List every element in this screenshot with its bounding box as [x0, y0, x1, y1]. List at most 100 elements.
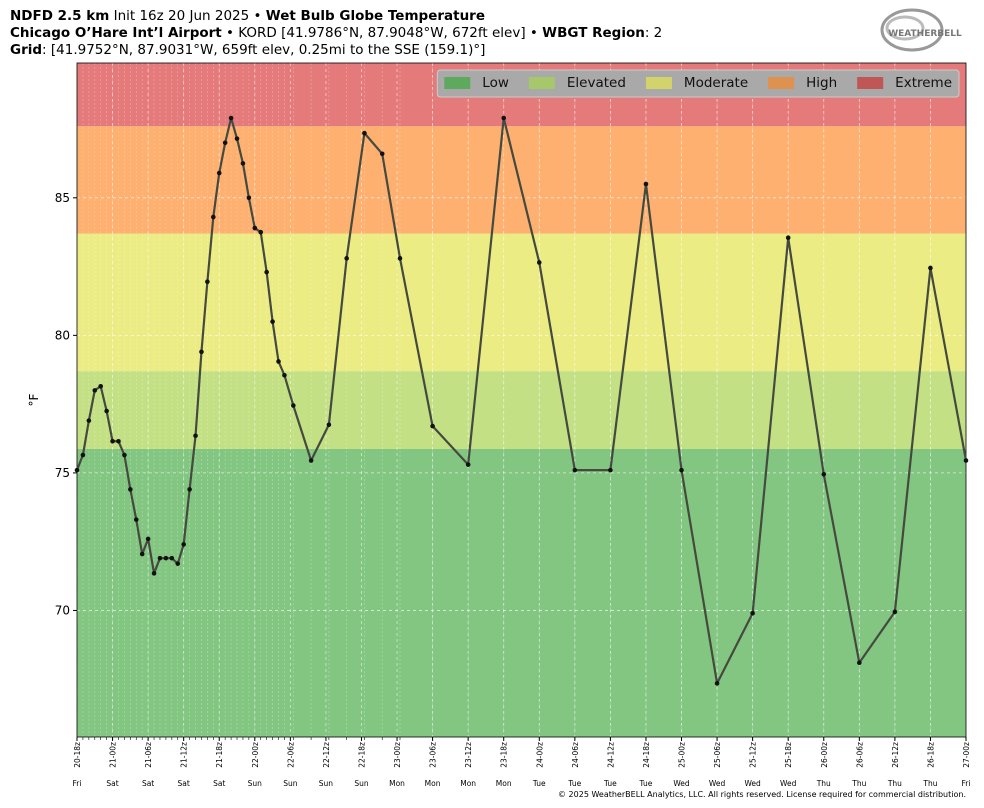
y-tick-label: 80 — [55, 328, 70, 342]
x-tick-label: 23-00z — [393, 742, 402, 768]
title-line: NDFD 2.5 km Init 16z 20 Jun 2025 • Wet B… — [10, 8, 485, 24]
legend-swatch — [444, 77, 471, 89]
data-point — [821, 471, 827, 477]
title-part: : [41.9752°N, 87.9031°W, 659ft elev, 0.2… — [42, 42, 485, 58]
data-point — [291, 403, 296, 408]
x-day-label: Sat — [213, 779, 225, 788]
x-tick-label: 25-12z — [749, 742, 758, 768]
data-point — [234, 136, 240, 141]
x-day-label: Tue — [567, 779, 581, 788]
x-tick-label: 22-18z — [357, 742, 366, 768]
x-tick-label: 25-18z — [784, 742, 793, 768]
data-point — [128, 487, 133, 492]
data-point — [430, 423, 435, 429]
data-point — [169, 555, 175, 561]
x-tick-label: 20-18z — [73, 742, 82, 768]
x-day-label: Sun — [283, 779, 298, 788]
data-point — [264, 269, 269, 275]
data-point — [326, 422, 332, 428]
data-point — [110, 438, 115, 444]
x-tick-label: 26-18z — [926, 742, 935, 768]
data-point — [608, 467, 613, 473]
data-point — [857, 660, 862, 666]
data-point — [216, 170, 222, 176]
title-part: Wet Bulb Globe Temperature — [266, 8, 485, 24]
data-point — [104, 408, 109, 414]
title-line: Grid: [41.9752°N, 87.9031°W, 659ft elev,… — [10, 42, 485, 58]
x-tick-label: 25-06z — [713, 742, 722, 768]
x-tick-label: 23-18z — [500, 742, 509, 768]
title-part: Chicago O’Hare Int’l Airport — [10, 25, 222, 41]
logo-swirl — [885, 15, 925, 41]
data-point — [465, 462, 471, 467]
data-point — [246, 195, 252, 201]
x-tick-label: 23-06z — [429, 742, 438, 768]
x-day-label: Fri — [962, 779, 971, 788]
data-point — [193, 433, 198, 439]
data-point — [151, 571, 157, 576]
legend-label: Extreme — [895, 75, 952, 91]
title-part: WBGT Region — [542, 25, 645, 41]
data-point — [133, 517, 139, 522]
x-day-label: Tue — [603, 779, 617, 788]
risk-band — [77, 448, 966, 737]
x-tick-label: 21-06z — [144, 742, 153, 768]
data-point — [963, 458, 969, 463]
data-point — [175, 561, 181, 566]
data-point — [536, 260, 542, 265]
x-tick-label: 26-00z — [820, 742, 829, 768]
risk-band — [77, 371, 966, 449]
x-tick-label: 26-06z — [855, 742, 864, 768]
data-point — [750, 610, 755, 616]
data-point — [157, 555, 163, 561]
data-point — [122, 452, 127, 458]
data-point — [222, 140, 228, 146]
data-point — [379, 151, 385, 157]
x-day-label: Mon — [425, 779, 441, 788]
data-point — [344, 256, 349, 261]
data-point — [643, 181, 649, 187]
legend-box — [436, 69, 960, 98]
data-point — [98, 383, 104, 389]
data-point — [139, 551, 145, 557]
x-day-label: Wed — [673, 779, 690, 788]
x-day-label: Sat — [178, 779, 190, 788]
x-tick-label: 22-06z — [286, 742, 295, 768]
x-day-label: Wed — [744, 779, 761, 788]
data-point — [205, 279, 210, 285]
data-point — [501, 115, 507, 121]
x-day-label: Tue — [639, 779, 653, 788]
x-day-label: Mon — [496, 779, 512, 788]
data-point — [211, 214, 216, 220]
x-tick-label: 27-00z — [962, 742, 971, 768]
x-day-label: Fri — [73, 779, 82, 788]
data-point — [80, 452, 86, 458]
legend-label: Low — [482, 75, 509, 91]
x-tick-label: 25-00z — [678, 742, 687, 768]
title-line: Chicago O’Hare Int’l Airport • KORD [41.… — [10, 25, 662, 41]
data-point — [362, 130, 367, 136]
x-day-label: Wed — [780, 779, 797, 788]
title-part: NDFD 2.5 km — [10, 8, 109, 24]
legend-swatch — [528, 77, 555, 89]
x-day-label: Mon — [389, 779, 405, 788]
data-point — [714, 681, 720, 686]
title-part: • KORD [41.9786°N, 87.9048°W, 672ft elev… — [222, 25, 542, 41]
data-point — [116, 438, 121, 444]
legend-label: Elevated — [567, 75, 626, 91]
data-point — [785, 235, 791, 240]
x-tick-label: 24-06z — [571, 742, 580, 768]
x-tick-label: 22-12z — [322, 742, 331, 768]
x-day-label: Thu — [851, 779, 866, 788]
x-day-label: Sun — [248, 779, 263, 788]
legend-label: Moderate — [684, 75, 748, 91]
title-part: Grid — [10, 42, 42, 58]
x-tick-label: 22-00z — [251, 742, 260, 768]
x-day-label: Thu — [816, 779, 831, 788]
x-day-label: Sun — [354, 779, 369, 788]
x-tick-label: 23-12z — [464, 742, 473, 768]
data-point — [181, 542, 186, 547]
x-day-label: Sat — [142, 779, 154, 788]
data-point — [199, 349, 204, 355]
